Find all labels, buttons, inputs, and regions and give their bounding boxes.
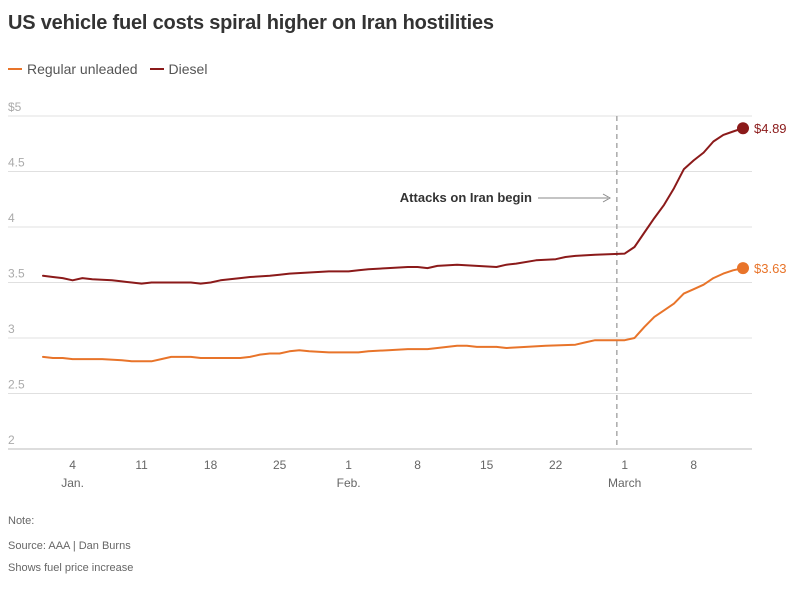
legend-label-regular: Regular unleaded	[27, 61, 138, 77]
legend-item-regular: Regular unleaded	[8, 61, 138, 77]
x-tick-label: 18	[204, 458, 218, 472]
x-tick-label: 8	[690, 458, 697, 472]
legend-label-diesel: Diesel	[168, 61, 208, 77]
x-tick-label: 1	[345, 458, 352, 472]
annotation-label: Attacks on Iran begin	[400, 190, 532, 205]
y-tick-label: 2.5	[8, 378, 25, 392]
x-tick-label: 22	[549, 458, 563, 472]
end-marker-regular	[737, 262, 749, 275]
y-tick-label: 3.5	[8, 267, 25, 281]
y-tick-label: 4	[8, 211, 15, 225]
legend-swatch-diesel	[149, 68, 164, 70]
x-tick-label: 25	[273, 458, 287, 472]
x-month-label: Jan.	[61, 476, 84, 490]
x-tick-label: 4	[69, 458, 76, 472]
x-tick-label: 8	[414, 458, 421, 472]
footer-note: Note:	[8, 515, 35, 527]
y-tick-label: 2	[8, 433, 15, 447]
end-label-regular: $3.63	[754, 261, 787, 276]
footer-source: Source: AAA | Dan Burns	[8, 540, 131, 552]
series-line-regular	[42, 267, 744, 363]
end-marker-diesel	[737, 122, 749, 135]
y-tick-label: $5	[8, 100, 22, 114]
legend: Regular unleaded Diesel	[8, 61, 219, 77]
series-line-diesel	[42, 127, 744, 285]
legend-swatch-regular	[8, 68, 22, 70]
chart-title: US vehicle fuel costs spiral higher on I…	[8, 12, 494, 34]
y-tick-label: 3	[8, 322, 15, 336]
legend-item-diesel: Diesel	[149, 61, 208, 77]
annotation-arrowhead	[602, 193, 612, 203]
x-tick-label: 15	[480, 458, 494, 472]
x-tick-label: 11	[135, 458, 148, 472]
footer-description: Shows fuel price increase	[8, 562, 134, 574]
x-month-label: Feb.	[337, 476, 361, 490]
x-month-label: March	[608, 476, 641, 490]
y-tick-label: 4.5	[8, 156, 25, 170]
end-label-diesel: $4.89	[754, 121, 787, 136]
x-tick-label: 1	[621, 458, 628, 472]
